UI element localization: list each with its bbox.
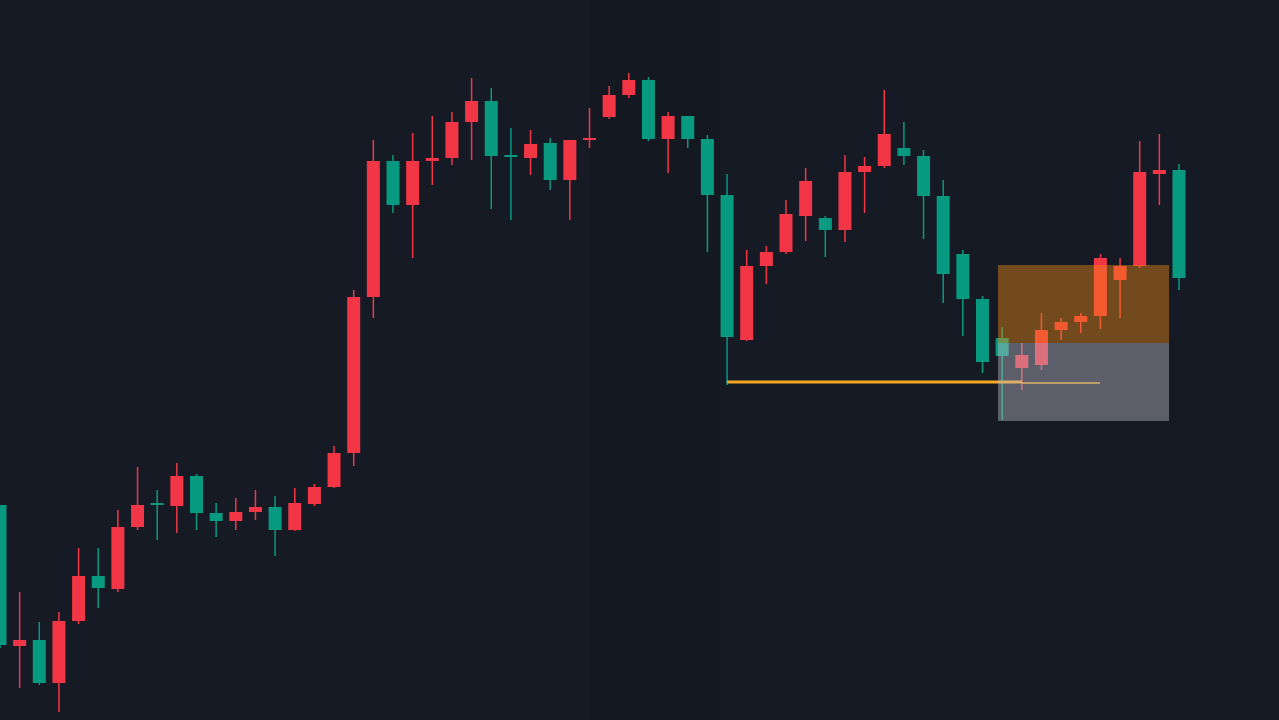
- body: [720, 195, 734, 337]
- body: [91, 576, 105, 588]
- body: [229, 512, 243, 521]
- body: [602, 95, 616, 117]
- body: [543, 143, 557, 180]
- body: [52, 621, 66, 683]
- body: [995, 338, 1009, 356]
- body: [838, 172, 852, 230]
- body: [131, 505, 145, 527]
- body: [740, 266, 754, 340]
- body: [0, 505, 7, 645]
- body: [465, 101, 479, 122]
- body: [818, 218, 832, 230]
- body: [425, 158, 439, 161]
- body: [248, 507, 262, 512]
- stop-zone: [998, 343, 1169, 421]
- overlay: [727, 265, 1169, 421]
- body: [759, 252, 773, 266]
- target-zone: [998, 265, 1169, 343]
- candles: [0, 73, 1186, 712]
- body: [976, 299, 989, 362]
- body: [563, 140, 577, 180]
- body: [504, 155, 518, 157]
- body: [1093, 258, 1107, 316]
- body: [936, 196, 950, 274]
- body: [1113, 266, 1127, 280]
- body: [681, 116, 695, 139]
- body: [1015, 355, 1029, 368]
- body: [32, 640, 46, 683]
- body: [799, 181, 813, 216]
- body: [445, 122, 459, 158]
- body: [1034, 330, 1048, 365]
- body: [190, 476, 203, 513]
- body: [583, 138, 596, 140]
- body: [347, 297, 361, 453]
- body: [111, 527, 125, 589]
- body: [484, 101, 498, 156]
- body: [288, 503, 302, 530]
- body: [897, 148, 911, 156]
- body: [1074, 316, 1088, 322]
- body: [524, 144, 538, 158]
- body: [268, 507, 282, 530]
- body: [72, 576, 86, 621]
- body: [956, 254, 970, 299]
- body: [1133, 172, 1147, 266]
- body: [1054, 322, 1068, 330]
- body: [1152, 170, 1166, 174]
- body: [877, 134, 891, 166]
- body: [386, 161, 400, 205]
- body: [209, 513, 223, 521]
- body: [13, 640, 27, 646]
- body: [307, 487, 321, 504]
- body: [858, 166, 872, 172]
- body: [170, 476, 184, 506]
- body: [661, 116, 675, 139]
- body: [917, 156, 931, 196]
- body: [406, 161, 420, 205]
- panel-shade: [590, 0, 720, 720]
- body: [641, 80, 655, 139]
- body: [327, 453, 341, 487]
- body: [1172, 170, 1186, 278]
- body: [779, 214, 793, 252]
- body: [366, 161, 380, 297]
- body: [150, 503, 164, 505]
- body: [622, 80, 636, 95]
- body: [700, 139, 714, 195]
